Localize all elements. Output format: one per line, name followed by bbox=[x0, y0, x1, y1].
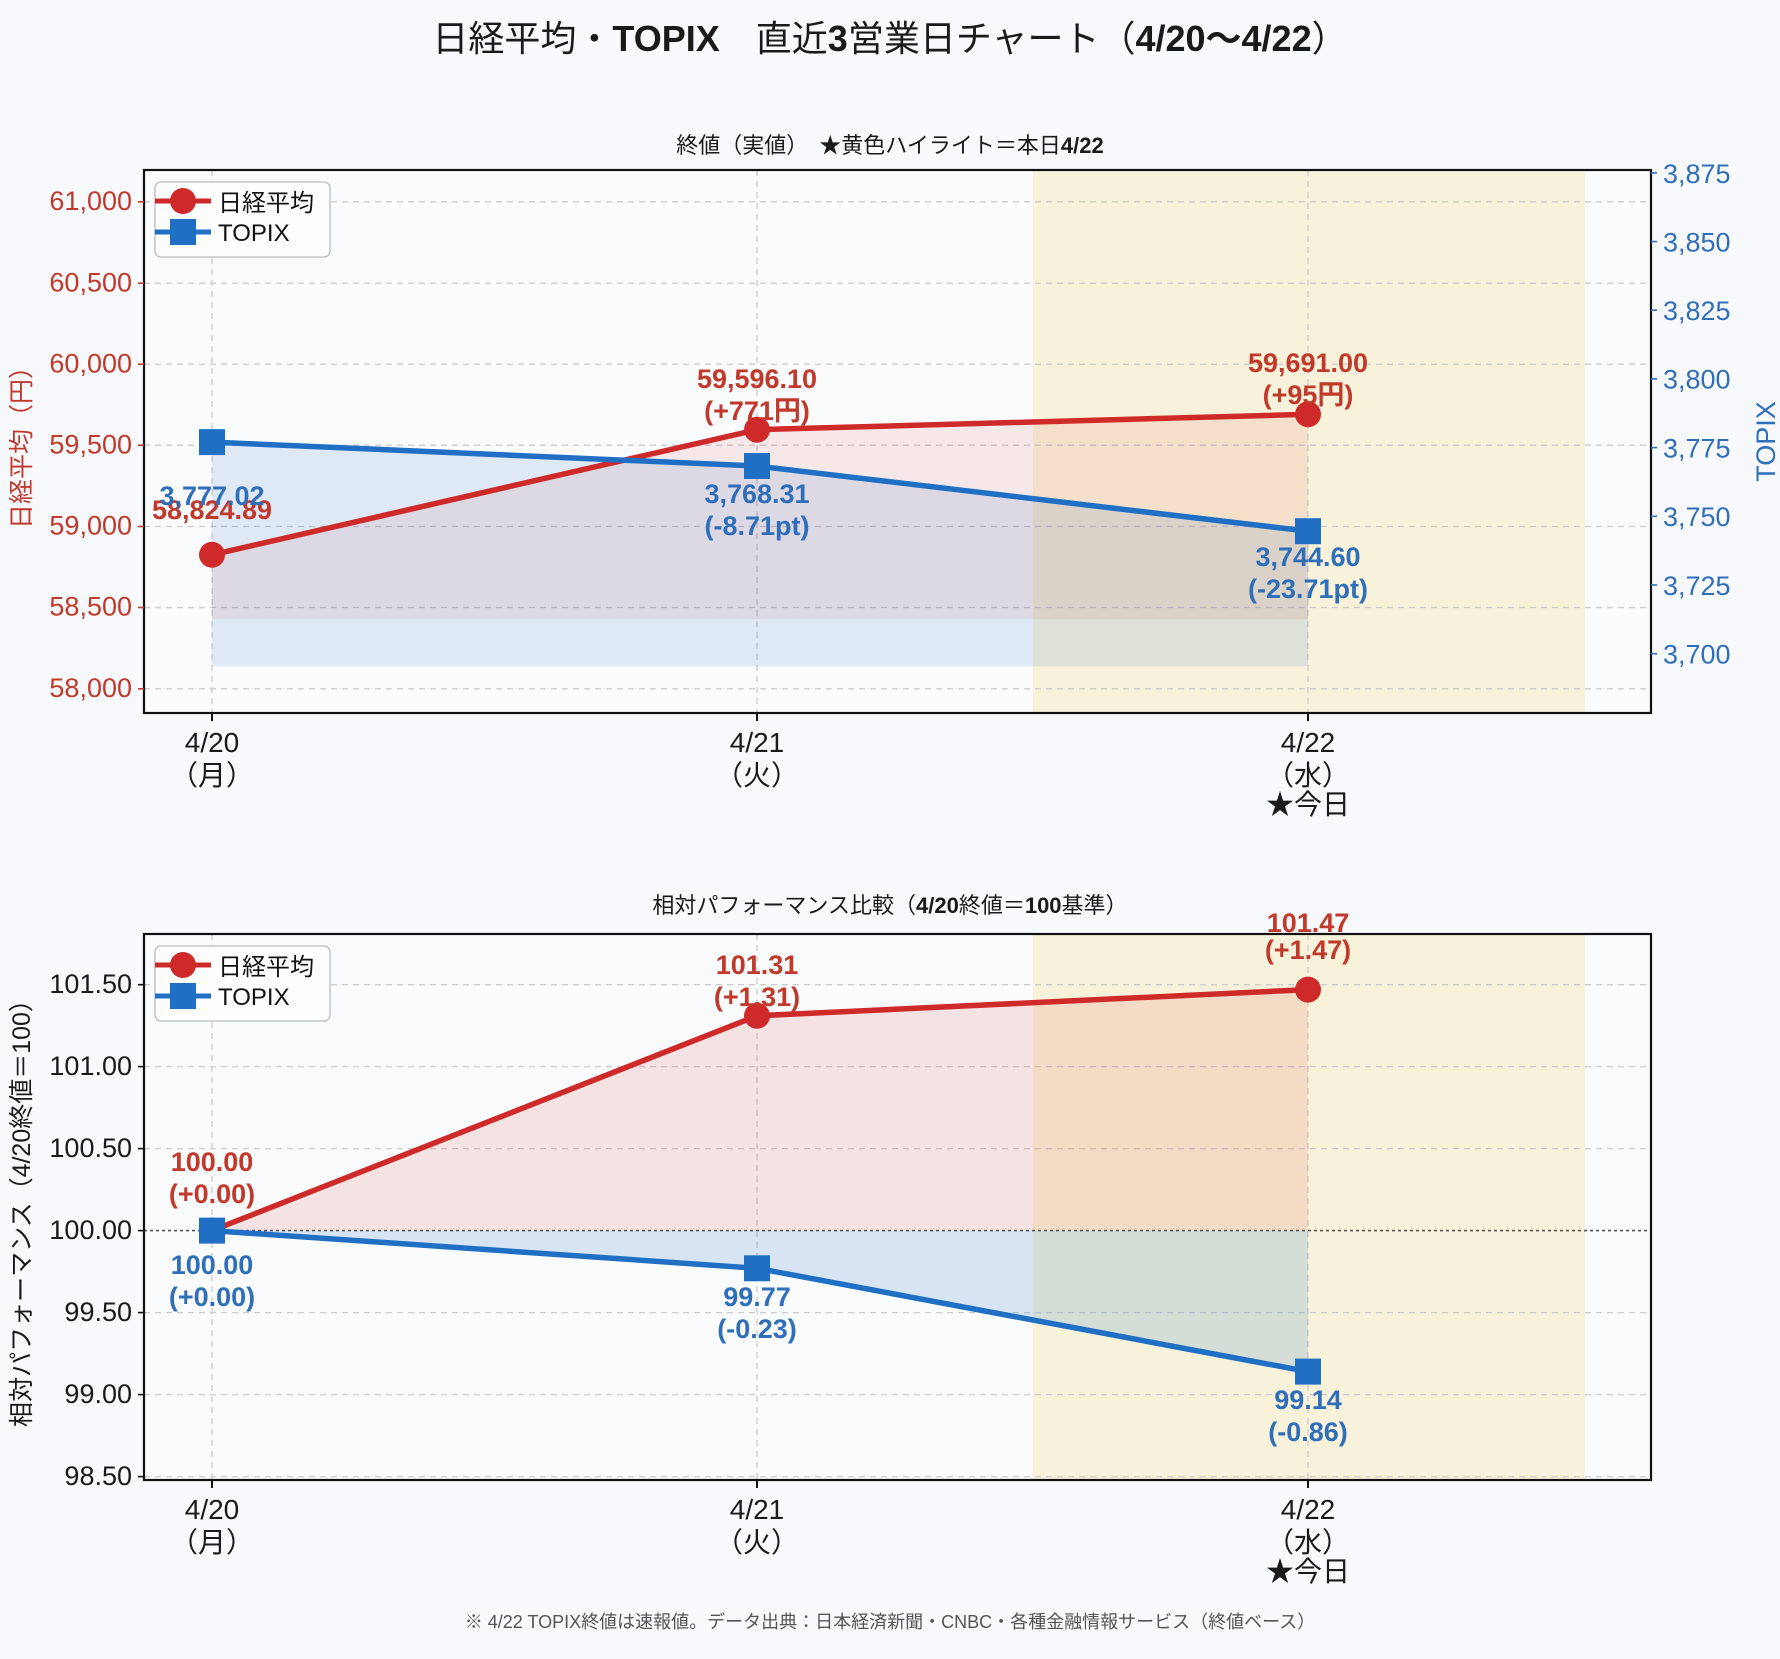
svg-text:58,500: 58,500 bbox=[49, 592, 132, 622]
svg-text:4/20: 4/20 bbox=[185, 1494, 240, 1525]
svg-text:(-0.86): (-0.86) bbox=[1268, 1417, 1348, 1447]
svg-text:100.50: 100.50 bbox=[49, 1133, 132, 1163]
svg-text:61,000: 61,000 bbox=[49, 186, 132, 216]
svg-text:TOPIX: TOPIX bbox=[218, 984, 290, 1011]
svg-text:TOPIX: TOPIX bbox=[1751, 401, 1780, 482]
svg-text:3,825: 3,825 bbox=[1663, 296, 1731, 326]
svg-text:(-8.71pt): (-8.71pt) bbox=[704, 511, 809, 541]
svg-text:3,800: 3,800 bbox=[1663, 365, 1731, 395]
svg-text:100.00: 100.00 bbox=[49, 1215, 132, 1245]
svg-text:（水）: （水） bbox=[1266, 760, 1350, 791]
svg-text:（月）: （月） bbox=[170, 760, 254, 791]
svg-text:★今日: ★今日 bbox=[1266, 789, 1350, 820]
svg-text:(+1.31): (+1.31) bbox=[714, 982, 800, 1012]
svg-text:(-23.71pt): (-23.71pt) bbox=[1248, 574, 1368, 604]
svg-text:100.00: 100.00 bbox=[171, 1250, 254, 1280]
svg-text:98.50: 98.50 bbox=[64, 1461, 132, 1491]
svg-text:4/22: 4/22 bbox=[1281, 727, 1336, 758]
svg-text:59,691.00: 59,691.00 bbox=[1248, 348, 1368, 378]
svg-text:60,000: 60,000 bbox=[49, 348, 132, 378]
svg-text:4/20: 4/20 bbox=[185, 727, 240, 758]
svg-text:101.00: 101.00 bbox=[49, 1051, 132, 1081]
svg-text:3,777.02: 3,777.02 bbox=[159, 481, 264, 511]
svg-text:(-0.23): (-0.23) bbox=[717, 1314, 797, 1344]
svg-text:(+0.00): (+0.00) bbox=[169, 1282, 255, 1312]
svg-text:3,700: 3,700 bbox=[1663, 640, 1731, 670]
svg-text:101.31: 101.31 bbox=[716, 950, 799, 980]
svg-text:★今日: ★今日 bbox=[1266, 1556, 1350, 1587]
svg-text:3,775: 3,775 bbox=[1663, 433, 1731, 463]
svg-text:59,500: 59,500 bbox=[49, 429, 132, 459]
svg-text:相対パフォーマンス（4/20終値＝100）: 相対パフォーマンス（4/20終値＝100） bbox=[8, 987, 36, 1427]
svg-text:99.14: 99.14 bbox=[1274, 1385, 1342, 1415]
svg-text:4/21: 4/21 bbox=[730, 1494, 785, 1525]
svg-text:99.77: 99.77 bbox=[723, 1282, 791, 1312]
svg-text:3,768.31: 3,768.31 bbox=[704, 479, 809, 509]
svg-text:3,744.60: 3,744.60 bbox=[1255, 542, 1360, 572]
svg-text:（水）: （水） bbox=[1266, 1527, 1350, 1558]
svg-text:4/22: 4/22 bbox=[1281, 1494, 1336, 1525]
svg-text:58,000: 58,000 bbox=[49, 673, 132, 703]
svg-text:101.47: 101.47 bbox=[1267, 908, 1350, 938]
svg-text:100.00: 100.00 bbox=[171, 1147, 254, 1177]
svg-text:3,750: 3,750 bbox=[1663, 502, 1731, 532]
svg-text:（月）: （月） bbox=[170, 1527, 254, 1558]
svg-text:TOPIX: TOPIX bbox=[218, 220, 290, 247]
svg-text:59,000: 59,000 bbox=[49, 511, 132, 541]
svg-text:101.50: 101.50 bbox=[49, 969, 132, 999]
svg-text:59,596.10: 59,596.10 bbox=[697, 364, 817, 394]
svg-text:日経平均: 日経平均 bbox=[218, 190, 314, 217]
svg-text:3,850: 3,850 bbox=[1663, 228, 1731, 258]
svg-text:日経平均（円）: 日経平均（円） bbox=[8, 354, 36, 529]
svg-text:(+95円): (+95円) bbox=[1263, 380, 1354, 410]
svg-text:（火）: （火） bbox=[715, 1527, 799, 1558]
svg-text:99.50: 99.50 bbox=[64, 1297, 132, 1327]
svg-text:4/21: 4/21 bbox=[730, 727, 785, 758]
svg-text:（火）: （火） bbox=[715, 760, 799, 791]
svg-text:3,725: 3,725 bbox=[1663, 571, 1731, 601]
svg-text:日経平均: 日経平均 bbox=[218, 954, 314, 981]
svg-text:99.00: 99.00 bbox=[64, 1379, 132, 1409]
svg-text:3,875: 3,875 bbox=[1663, 159, 1731, 189]
svg-text:(+0.00): (+0.00) bbox=[169, 1179, 255, 1209]
svg-text:(+771円): (+771円) bbox=[704, 396, 810, 426]
svg-text:60,500: 60,500 bbox=[49, 267, 132, 297]
svg-text:(+1.47): (+1.47) bbox=[1265, 935, 1351, 965]
